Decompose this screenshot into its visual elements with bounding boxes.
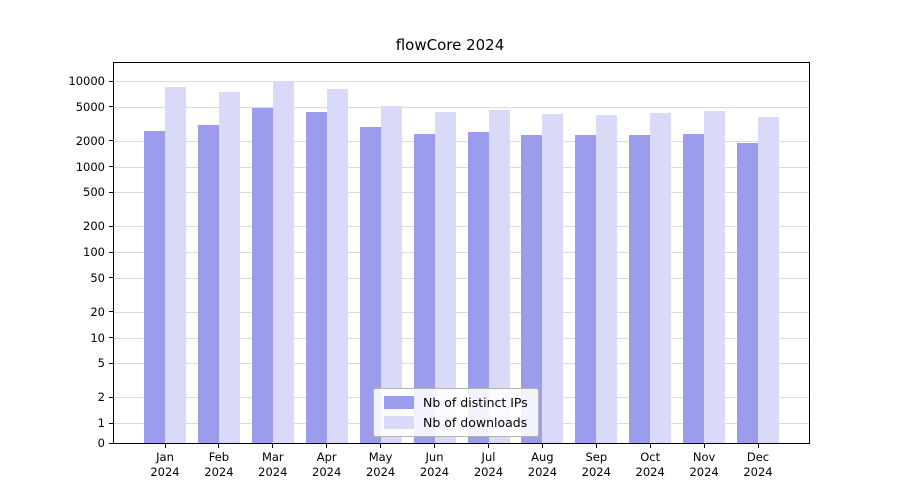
y-tick-label: 100	[83, 245, 105, 259]
legend-label-downloads: Nb of downloads	[423, 415, 528, 430]
bar-nb-of-distinct-ips-dec	[737, 142, 758, 443]
x-tick-label: May 2024	[365, 450, 396, 479]
bar-nb-of-distinct-ips-jan	[144, 131, 165, 443]
x-tick-mark	[434, 444, 435, 448]
bar-nb-of-downloads-jun	[434, 112, 456, 443]
bar-nb-of-distinct-ips-apr	[305, 112, 327, 443]
y-tick-mark	[109, 277, 113, 279]
bar-nb-of-distinct-ips-jun	[413, 134, 435, 443]
y-tick-label: 1	[97, 416, 105, 430]
y-tick-mark	[109, 311, 113, 313]
gridline	[114, 226, 809, 228]
x-tick-label: Feb 2024	[204, 450, 234, 479]
y-tick-label: 10000	[68, 74, 105, 88]
bar-nb-of-downloads-sep	[596, 115, 618, 443]
x-tick-label: Nov 2024	[689, 450, 719, 479]
plot-area: Nb of distinct IPs Nb of downloads	[113, 62, 810, 444]
gridline	[114, 140, 809, 142]
y-tick-label: 500	[83, 185, 105, 200]
bar-nb-of-distinct-ips-feb	[197, 124, 219, 443]
x-tick-label: Jun 2024	[419, 450, 450, 479]
bar-nb-of-distinct-ips-sep	[575, 134, 597, 443]
y-tick-label: 5000	[75, 99, 105, 114]
bar-nb-of-downloads-aug	[542, 114, 564, 443]
y-tick-mark	[109, 362, 113, 364]
y-tick-label: 1000	[75, 159, 105, 174]
x-tick-mark	[703, 444, 705, 448]
bar-nb-of-distinct-ips-nov	[683, 134, 705, 443]
bar-nb-of-downloads-mar	[272, 81, 294, 443]
x-tick-mark	[541, 444, 543, 448]
x-tick-mark	[649, 444, 651, 448]
x-tick-label: Oct 2024	[635, 450, 665, 479]
x-tick-label: Jan 2024	[150, 450, 180, 479]
gridline	[114, 252, 809, 253]
y-tick-mark	[109, 166, 113, 167]
bar-nb-of-downloads-jan	[165, 87, 186, 443]
y-tick-mark	[109, 191, 113, 193]
gridline	[114, 311, 809, 313]
bar-nb-of-distinct-ips-aug	[521, 134, 543, 443]
x-tick-mark	[757, 444, 759, 448]
gridline	[114, 166, 809, 168]
x-tick-mark	[218, 444, 220, 448]
y-tick-mark	[109, 251, 113, 253]
y-tick-label: 0	[97, 436, 105, 450]
y-tick-label: 200	[83, 219, 105, 234]
x-tick-label: Sep 2024	[581, 450, 611, 479]
bar-nb-of-downloads-jul	[488, 109, 510, 443]
bar-nb-of-downloads-nov	[704, 110, 726, 443]
legend-swatch-distinct-ips	[384, 396, 414, 409]
x-tick-mark	[380, 444, 382, 448]
bar-nb-of-distinct-ips-jul	[467, 131, 489, 443]
gridline	[114, 81, 809, 82]
bar-nb-of-downloads-apr	[326, 89, 348, 443]
y-tick-mark	[109, 106, 113, 108]
x-tick-label: Apr 2024	[312, 450, 342, 479]
gridline	[114, 337, 809, 339]
y-tick-mark	[109, 140, 113, 142]
x-tick-label: Dec 2024	[743, 450, 773, 479]
bar-nb-of-downloads-may	[380, 106, 402, 443]
bar-nb-of-downloads-oct	[650, 113, 672, 443]
x-tick-mark	[272, 444, 274, 448]
y-tick-mark	[109, 396, 113, 398]
legend-item-downloads: Nb of downloads	[384, 415, 528, 430]
x-tick-mark	[595, 444, 597, 448]
y-tick-mark	[109, 442, 113, 444]
gridline	[114, 106, 809, 108]
y-tick-mark	[109, 225, 113, 227]
x-tick-label: Mar 2024	[258, 450, 288, 479]
bar-nb-of-downloads-feb	[218, 92, 240, 443]
x-tick-mark	[326, 444, 328, 448]
y-tick-label: 5	[97, 356, 105, 371]
y-tick-label: 2	[97, 390, 105, 405]
x-tick-mark	[488, 444, 489, 448]
y-tick-label: 10	[90, 330, 105, 345]
legend-item-distinct-ips: Nb of distinct IPs	[384, 395, 528, 410]
x-tick-label: Aug 2024	[527, 450, 558, 479]
y-tick-label: 2000	[75, 133, 105, 148]
x-tick-label: Jul 2024	[473, 450, 504, 479]
chart-title: flowCore 2024	[395, 36, 505, 54]
y-tick-label: 50	[90, 270, 105, 285]
x-tick-mark	[164, 444, 166, 448]
legend: Nb of distinct IPs Nb of downloads	[373, 388, 539, 437]
y-tick-mark	[109, 337, 113, 338]
bar-nb-of-distinct-ips-mar	[251, 108, 273, 443]
y-tick-label: 20	[90, 304, 105, 319]
gridline	[114, 363, 809, 365]
y-tick-mark	[109, 422, 113, 424]
legend-label-distinct-ips: Nb of distinct IPs	[423, 395, 528, 410]
bar-nb-of-downloads-dec	[758, 116, 779, 443]
legend-swatch-downloads	[384, 416, 414, 429]
bar-nb-of-distinct-ips-may	[359, 127, 381, 443]
gridline	[114, 192, 809, 194]
gridline	[114, 277, 809, 279]
bar-nb-of-distinct-ips-oct	[629, 134, 651, 443]
y-tick-mark	[109, 80, 113, 82]
